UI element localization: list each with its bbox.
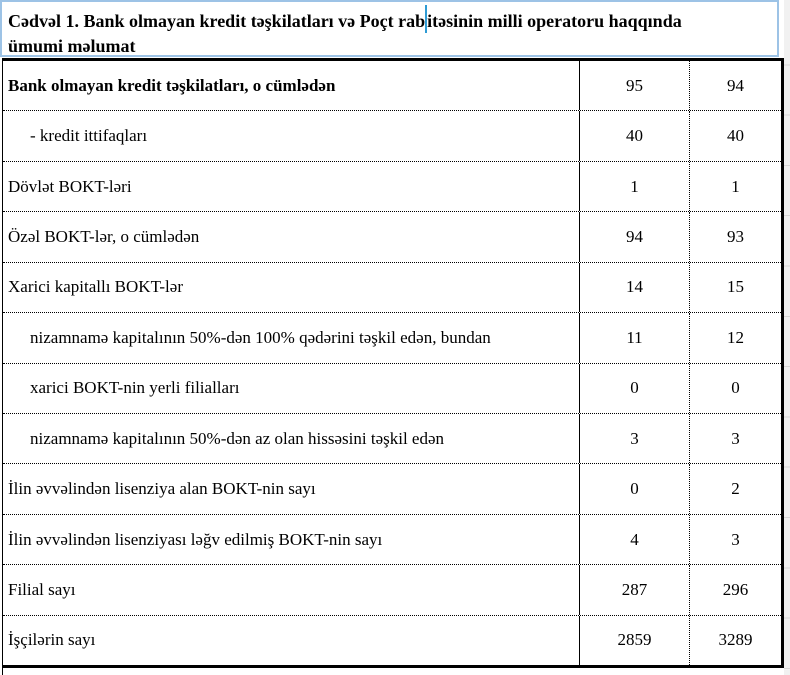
value-cell-col2[interactable]: 12 <box>689 313 781 363</box>
table-row: Filial sayı 287 296 <box>3 565 781 616</box>
table-row: İlin əvvəlindən lisenziyası ləğv edilmiş… <box>3 514 781 566</box>
caption-line1-after-cursor: itəsinin milli operatoru haqqında <box>427 11 682 31</box>
caption-line2: ümumi məlumat <box>8 36 136 56</box>
value-cell-col2[interactable]: 93 <box>689 212 781 262</box>
row-label: nizamnamə kapitalının 50%-dən az olan hi… <box>30 428 445 448</box>
value-cell-col1[interactable]: 3 <box>579 413 689 464</box>
table-row: Dövlət BOKT-ləri 1 1 <box>3 161 781 213</box>
value-cell-col2[interactable]: 3289 <box>689 615 781 666</box>
data-table: Bank olmayan kredit təşkilatları, o cüml… <box>2 58 784 668</box>
table-row: Özəl BOKT-lər, o cümlədən 94 93 <box>3 212 781 263</box>
row-label: Bank olmayan kredit təşkilatları, o cüml… <box>8 75 336 95</box>
value-cell-col2[interactable]: 2 <box>689 464 781 514</box>
row-label: İlin əvvəlindən lisenziyası ləğv edilmiş… <box>8 529 383 549</box>
table-row: Xarici kapitallı BOKT-lər 14 15 <box>3 262 781 314</box>
row-label: xarici BOKT-nin yerli filialları <box>30 378 240 398</box>
row-label: Filial sayı <box>8 579 76 599</box>
value-cell-col1[interactable]: 0 <box>579 363 689 413</box>
table-row: İşçilərin sayı 2859 3289 <box>3 615 781 666</box>
row-label-cell[interactable]: nizamnamə kapitalının 50%-dən az olan hi… <box>3 414 579 463</box>
row-label-cell[interactable]: Xarici kapitallı BOKT-lər <box>3 263 579 312</box>
row-label: İşçilərin sayı <box>8 630 96 650</box>
value-cell-col1[interactable]: 11 <box>579 313 689 363</box>
row-label: nizamnamə kapitalının 50%-dən 100% qədər… <box>30 327 491 347</box>
table-row: nizamnamə kapitalının 50%-dən 100% qədər… <box>3 313 781 364</box>
row-label-cell[interactable]: İşçilərin sayı <box>3 616 579 665</box>
value-cell-col1[interactable]: 95 <box>579 61 689 111</box>
row-label: Özəl BOKT-lər, o cümlədən <box>8 226 200 246</box>
table-row: nizamnamə kapitalının 50%-dən az olan hi… <box>3 413 781 465</box>
value-cell-col2[interactable]: 3 <box>689 413 781 464</box>
row-label-cell[interactable]: İlin əvvəlindən lisenziyası ləğv edilmiş… <box>3 515 579 564</box>
table-row: İlin əvvəlindən lisenziya alan BOKT-nin … <box>3 464 781 515</box>
text-cursor <box>425 5 428 33</box>
value-cell-col1[interactable]: 1 <box>579 161 689 212</box>
value-cell-col1[interactable]: 40 <box>579 111 689 161</box>
value-cell-col1[interactable]: 2859 <box>579 615 689 666</box>
row-label-cell[interactable]: Dövlət BOKT-ləri <box>3 162 579 211</box>
row-label-cell[interactable]: Bank olmayan kredit təşkilatları, o cüml… <box>3 61 579 110</box>
cropped-page-edge <box>784 0 790 675</box>
value-cell-col1[interactable]: 287 <box>579 565 689 615</box>
row-label: Xarici kapitallı BOKT-lər <box>8 277 183 297</box>
value-cell-col2[interactable]: 40 <box>689 111 781 161</box>
value-cell-col1[interactable]: 14 <box>579 262 689 313</box>
value-cell-col1[interactable]: 4 <box>579 514 689 565</box>
value-cell-col2[interactable]: 1 <box>689 161 781 212</box>
row-label: İlin əvvəlindən lisenziya alan BOKT-nin … <box>8 479 316 499</box>
row-label-cell[interactable]: İlin əvvəlindən lisenziya alan BOKT-nin … <box>3 464 579 513</box>
value-cell-col1[interactable]: 0 <box>579 464 689 514</box>
table-caption-box[interactable]: Cədvəl 1. Bank olmayan kredit təşkilatla… <box>0 0 779 57</box>
value-cell-col2[interactable]: 15 <box>689 262 781 313</box>
row-label-cell[interactable]: Filial sayı <box>3 565 579 614</box>
table-row: Bank olmayan kredit təşkilatları, o cüml… <box>3 61 781 112</box>
caption-line1-before-cursor: Cədvəl 1. Bank olmayan kredit təşkilatla… <box>8 11 426 31</box>
value-cell-col2[interactable]: 94 <box>689 61 781 111</box>
row-label-cell[interactable]: xarici BOKT-nin yerli filialları <box>3 364 579 413</box>
row-label-cell[interactable]: Özəl BOKT-lər, o cümlədən <box>3 212 579 261</box>
value-cell-col2[interactable]: 3 <box>689 514 781 565</box>
row-label-cell[interactable]: - kredit ittifaqları <box>3 111 579 160</box>
value-cell-col2[interactable]: 296 <box>689 565 781 615</box>
table-left-gridline-continuation <box>2 668 3 675</box>
table-row: xarici BOKT-nin yerli filialları 0 0 <box>3 363 781 414</box>
row-label: - kredit ittifaqları <box>30 126 148 146</box>
row-label: Dövlət BOKT-ləri <box>8 176 132 196</box>
row-label-cell[interactable]: nizamnamə kapitalının 50%-dən 100% qədər… <box>3 313 579 362</box>
table-row: - kredit ittifaqları 40 40 <box>3 111 781 162</box>
value-cell-col2[interactable]: 0 <box>689 363 781 413</box>
value-cell-col1[interactable]: 94 <box>579 212 689 262</box>
